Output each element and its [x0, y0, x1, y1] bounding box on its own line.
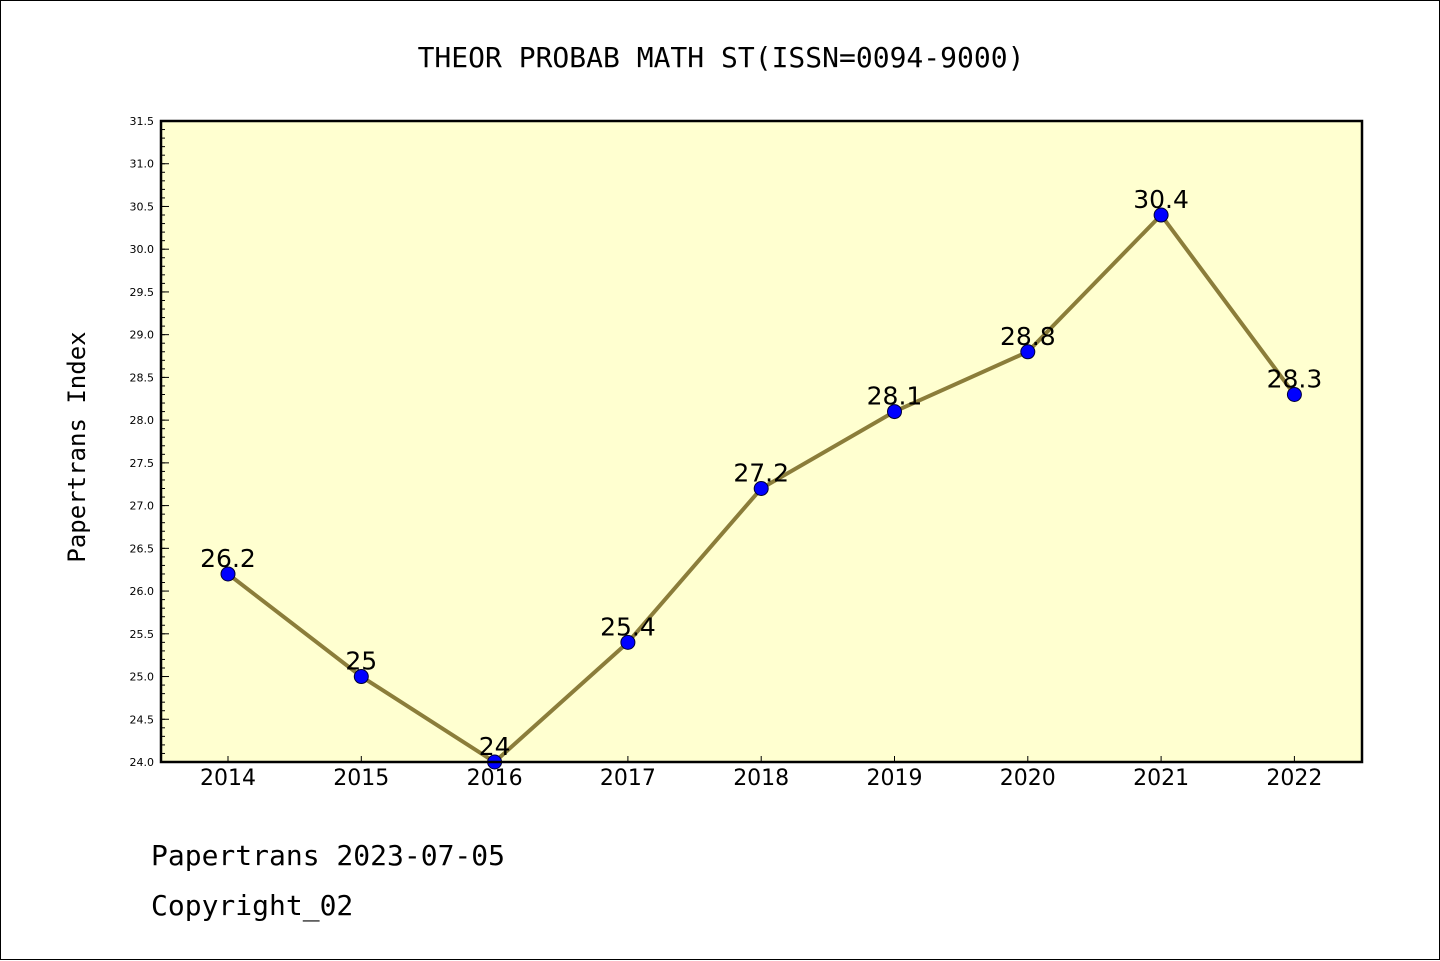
x-tick-label: 2020	[1000, 766, 1056, 791]
y-tick-label: 29.0	[130, 329, 155, 342]
x-tick-label: 2021	[1133, 766, 1189, 791]
y-tick-label: 26.5	[130, 542, 155, 555]
plot-border	[159, 119, 1364, 764]
y-tick-label: 24.5	[130, 713, 155, 726]
y-tick-label: 24.0	[130, 756, 155, 769]
footer-copyright: Copyright_02	[151, 889, 353, 923]
x-tick-label: 2017	[600, 766, 656, 791]
plot-area	[161, 121, 1362, 762]
x-tick-label: 2019	[867, 766, 923, 791]
y-tick-label: 31.5	[130, 115, 155, 128]
data-point	[1153, 207, 1169, 223]
y-tick-label: 30.5	[130, 200, 155, 213]
axes-layer: 24.0 24.5 25.0 25.5 26.0 26.5 27.0 27.5 28.0 28.5…	[130, 115, 1323, 791]
y-tick-label: 31.0	[130, 158, 155, 171]
y-tick-label: 25.5	[130, 628, 155, 641]
y-tick-label: 27.5	[130, 457, 155, 470]
data-point	[887, 404, 902, 420]
footer-date: Papertrans 2023-07-05	[151, 839, 505, 872]
y-tick-label: 28.0	[130, 414, 155, 427]
chart-title: THEOR PROBAB MATH ST(ISSN=0094-9000)	[418, 41, 1025, 74]
y-tick-label: 29.5	[130, 286, 155, 299]
x-tick-label: 2016	[467, 766, 523, 791]
data-label: 27.2	[733, 459, 789, 488]
y-tick-label: 27.0	[130, 500, 155, 513]
data-point	[353, 669, 369, 685]
y-tick-label: 26.0	[130, 585, 155, 598]
x-tick-label: 2022	[1266, 766, 1322, 791]
y-axis-label: Papertrans Index	[63, 331, 91, 562]
series-layer	[220, 207, 1302, 770]
data-label: 26.2	[200, 544, 256, 573]
data-point	[1286, 386, 1302, 402]
data-label: 28.1	[867, 382, 923, 411]
data-label: 28.3	[1267, 364, 1323, 393]
data-label: 28.8	[1000, 322, 1056, 351]
x-tick-label: 2014	[200, 766, 256, 791]
data-point	[220, 566, 236, 582]
data-point	[753, 481, 769, 497]
y-tick-label: 25.0	[130, 671, 155, 684]
y-tick-label: 28.5	[130, 371, 155, 384]
data-point	[1020, 344, 1036, 360]
data-label: 30.4	[1133, 185, 1189, 214]
y-tick-label: 30.0	[130, 243, 155, 256]
x-tick-label: 2015	[333, 766, 389, 791]
data-label: 25.4	[600, 612, 656, 641]
data-point	[620, 634, 636, 650]
x-tick-label: 2018	[733, 766, 789, 791]
data-label: 24	[479, 732, 511, 761]
data-label: 25	[345, 647, 377, 676]
data-labels-layer: 26.2 25 24 25.4 27.2 28.1 28.8 30.4 28.3	[200, 185, 1322, 761]
